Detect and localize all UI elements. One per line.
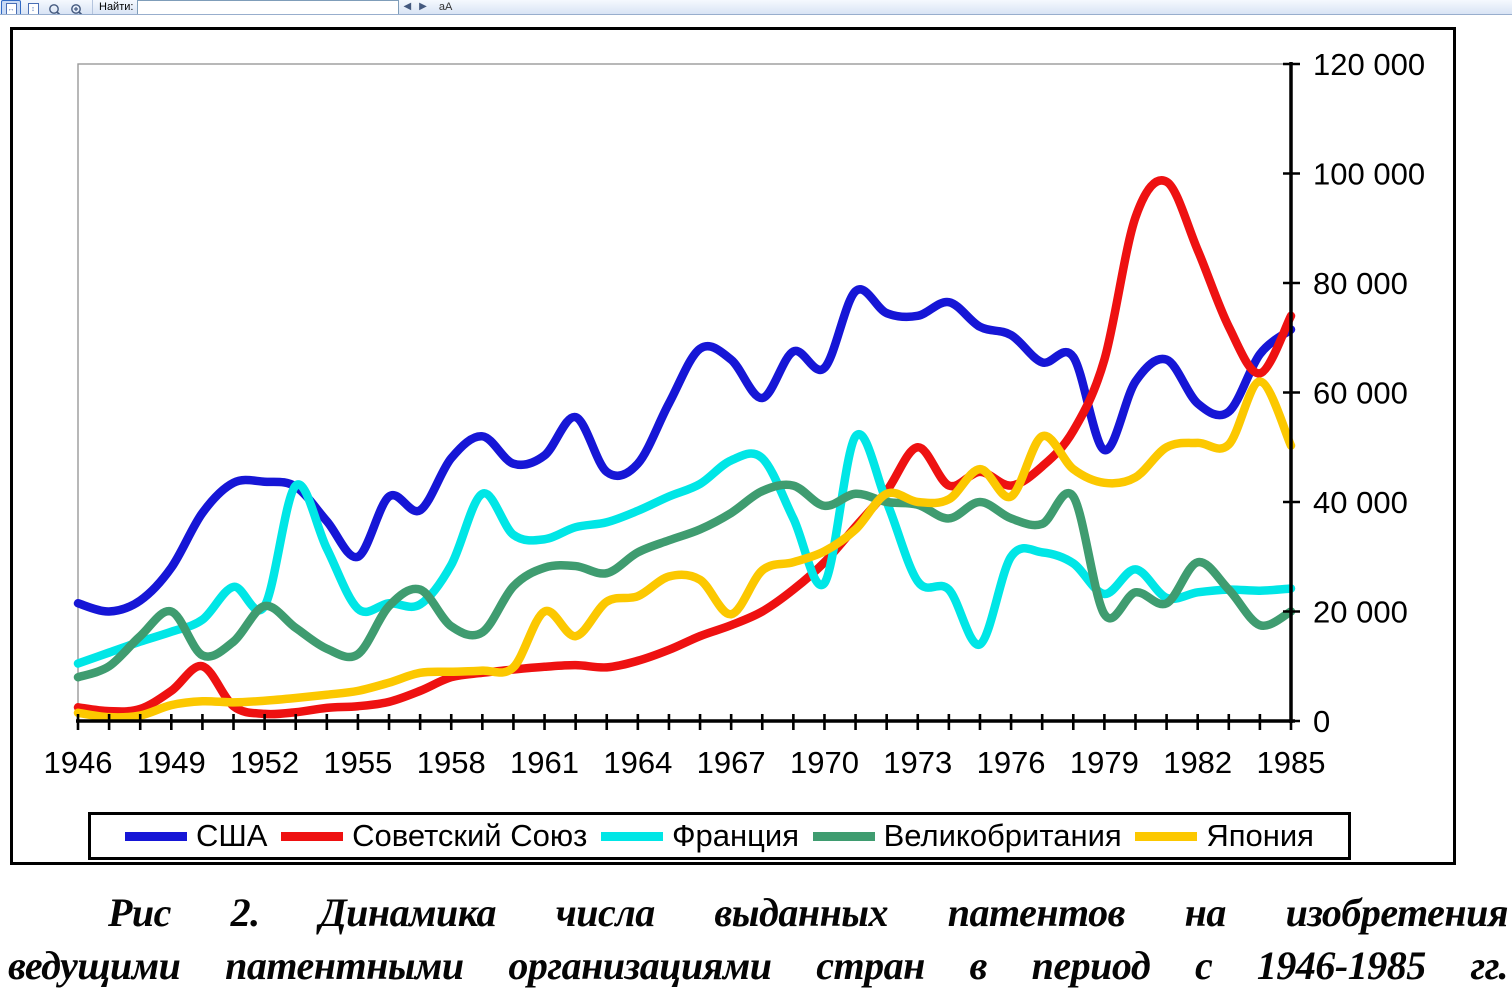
legend-swatch (125, 831, 187, 841)
match-case-icon[interactable]: aA (438, 1, 453, 13)
fit-width-icon: ↔ (5, 2, 17, 14)
fit-width-button[interactable]: ↔ (1, 0, 21, 14)
find-next-icon[interactable]: ▶ (419, 1, 427, 12)
find-previous-icon[interactable]: ◀ (403, 1, 412, 12)
x-tick-label: 1967 (697, 745, 766, 780)
series-line (73, 176, 1296, 719)
zoom-in-button[interactable] (67, 0, 87, 14)
x-tick-label: 1952 (230, 745, 299, 780)
legend-item: Япония (1135, 818, 1314, 854)
x-tick-label: 1946 (44, 745, 113, 780)
x-tick-label: 1982 (1163, 745, 1232, 780)
caption-line-1: Рис 2. Динамика числа выданных патентов … (108, 890, 1509, 935)
series-line (73, 429, 1296, 668)
caption-line-2: ведущими патентными организациями стран … (8, 943, 1509, 988)
x-tick-label: 1958 (417, 745, 486, 780)
y-tick-label: 80 000 (1313, 266, 1408, 301)
magnifier-plus-icon (71, 3, 83, 14)
figure-caption: Рис 2. Динамика числа выданных патентов … (0, 886, 1512, 992)
line-chart: 1946 1949 1952 1955 1958 1961 1964 1967 1970 1973… (44, 47, 1426, 780)
y-tick-label: 40 000 (1313, 485, 1408, 520)
find-label: Найти: (99, 1, 134, 13)
x-tick-label: 1961 (510, 745, 579, 780)
magnifier-icon (49, 3, 61, 14)
legend-item: США (125, 818, 267, 854)
find-input[interactable] (137, 0, 400, 14)
series-line (73, 285, 1296, 616)
legend-label: Великобритания (883, 818, 1122, 853)
legend-item: Франция (600, 818, 799, 854)
x-tick-label: 1970 (790, 745, 859, 780)
legend-label: Япония (1206, 818, 1314, 853)
x-tick-label: 1964 (603, 745, 672, 780)
x-tick-label: 1955 (323, 745, 392, 780)
viewer-toolbar: ↔ ↕ Найти: ◀ ▶ aA (0, 0, 1512, 15)
chart-legend: США Советский Союз Франция Великобритания Яп… (88, 812, 1351, 860)
y-tick-label: 0 (1313, 704, 1330, 739)
series-line (73, 377, 1296, 722)
legend-label: США (196, 818, 268, 853)
chart-frame: 1946 1949 1952 1955 1958 1961 1964 1967 1970 1973… (10, 27, 1456, 865)
x-tick-label: 1949 (137, 745, 206, 780)
y-tick-label: 60 000 (1313, 376, 1408, 411)
zoom-out-button[interactable] (45, 0, 65, 14)
y-tick-label: 100 000 (1313, 157, 1425, 192)
fit-page-button[interactable]: ↕ (23, 0, 43, 14)
legend-item: Советский Союз (281, 818, 587, 854)
legend-swatch (1135, 831, 1198, 841)
legend-label: Советский Союз (352, 818, 588, 853)
legend-swatch (600, 831, 663, 841)
y-tick-label: 20 000 (1313, 595, 1408, 630)
legend-swatch (812, 831, 875, 841)
toolbar-separator (92, 0, 93, 14)
y-tick-label: 120 000 (1313, 47, 1425, 82)
x-tick-label: 1979 (1070, 745, 1139, 780)
x-tick-label: 1973 (883, 745, 952, 780)
legend-swatch (281, 831, 344, 841)
legend-item: Великобритания (812, 818, 1122, 854)
x-tick-label: 1985 (1257, 745, 1326, 780)
legend-label: Франция (671, 818, 799, 853)
fit-page-icon: ↕ (27, 2, 39, 14)
x-tick-label: 1976 (977, 745, 1046, 780)
series-line (73, 480, 1296, 682)
